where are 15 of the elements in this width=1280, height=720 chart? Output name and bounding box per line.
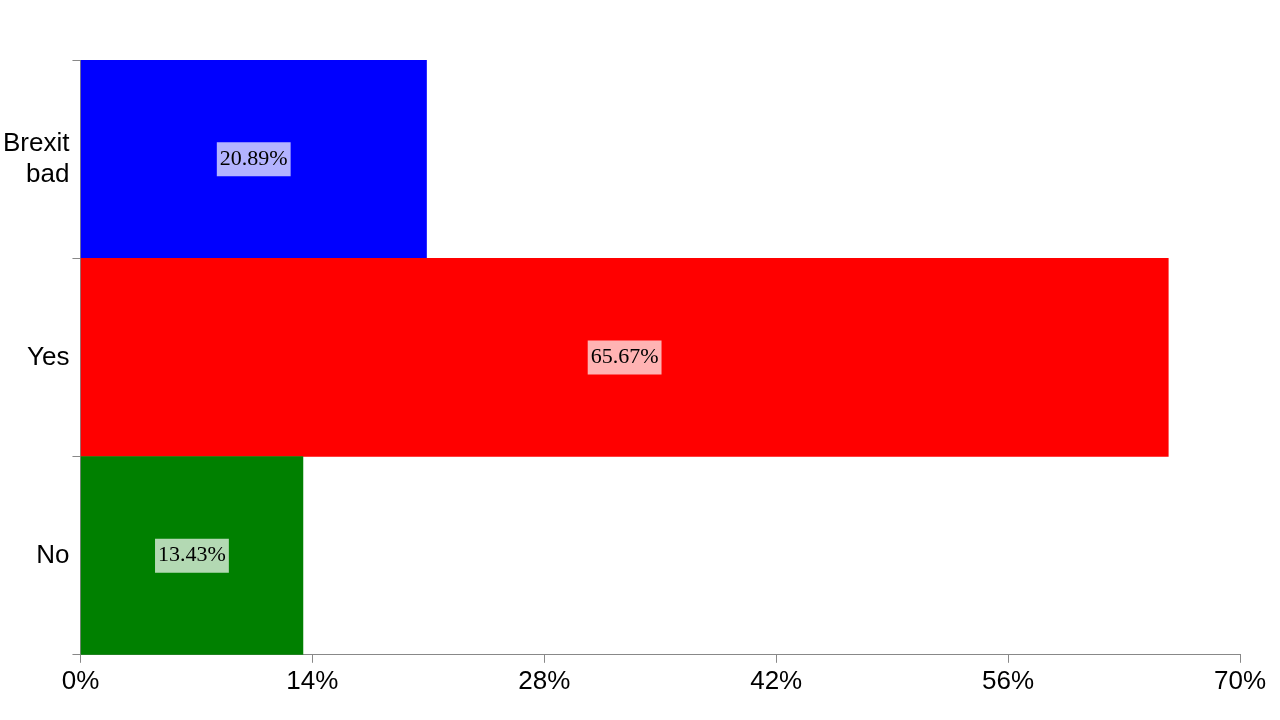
- bar: [80, 257, 1169, 457]
- y-tick-label: No: [36, 538, 70, 569]
- x-tick-label: 70%: [1213, 664, 1267, 695]
- bar: [80, 456, 304, 655]
- data-label: 20.89%: [219, 144, 288, 170]
- x-tick-label: 56%: [982, 664, 1035, 695]
- x-tick-label: 14%: [286, 664, 339, 695]
- data-label: 65.67%: [590, 343, 659, 369]
- bar: [80, 60, 427, 259]
- y-tick-label: Brexit bad: [2, 126, 71, 188]
- x-tick-label: 28%: [518, 664, 571, 695]
- x-tick-label: 0%: [61, 664, 100, 695]
- data-label: 13.43%: [158, 541, 226, 567]
- y-tick-label: Yes: [27, 340, 70, 371]
- x-tick-label: 42%: [750, 664, 803, 695]
